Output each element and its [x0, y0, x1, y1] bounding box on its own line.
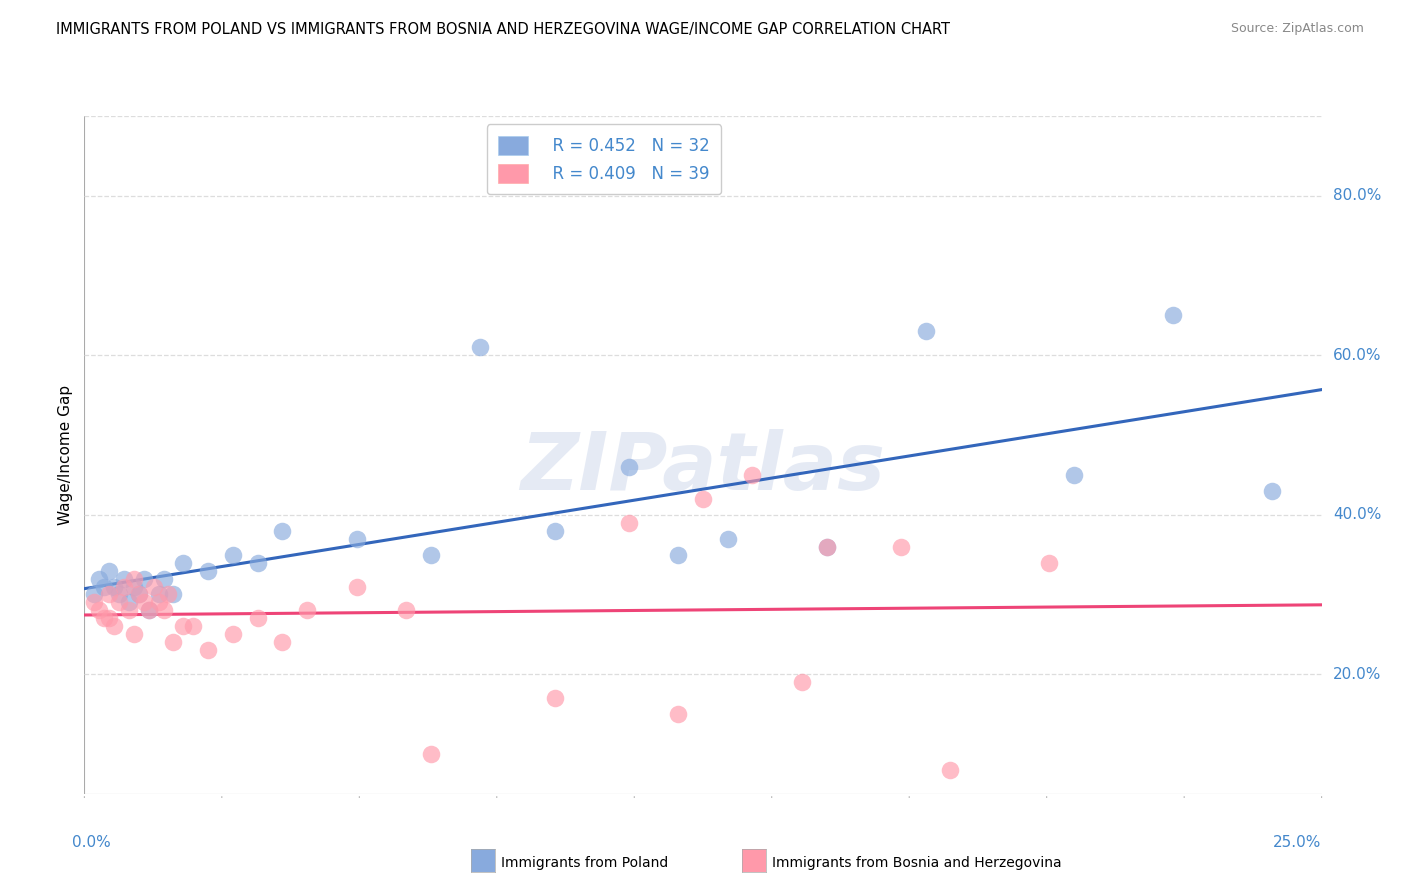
- Point: [118, 603, 141, 617]
- Point: [172, 619, 194, 633]
- Point: [162, 635, 184, 649]
- Point: [103, 580, 125, 594]
- Point: [1161, 309, 1184, 323]
- Point: [419, 747, 441, 761]
- Point: [1261, 483, 1284, 498]
- Point: [222, 627, 245, 641]
- Point: [122, 572, 145, 586]
- Point: [118, 595, 141, 609]
- Point: [914, 324, 936, 338]
- Point: [815, 540, 838, 554]
- Point: [1038, 556, 1060, 570]
- Point: [617, 516, 640, 530]
- Point: [666, 707, 689, 722]
- Text: 60.0%: 60.0%: [1333, 348, 1381, 363]
- Point: [98, 611, 121, 625]
- Text: 40.0%: 40.0%: [1333, 508, 1381, 522]
- Point: [222, 548, 245, 562]
- Point: [83, 595, 105, 609]
- Point: [543, 524, 565, 538]
- Point: [246, 556, 269, 570]
- Point: [83, 587, 105, 601]
- Point: [197, 643, 219, 657]
- Point: [132, 572, 155, 586]
- Point: [138, 603, 160, 617]
- Point: [271, 635, 294, 649]
- Point: [197, 564, 219, 578]
- Text: Source: ZipAtlas.com: Source: ZipAtlas.com: [1230, 22, 1364, 36]
- Text: Immigrants from Bosnia and Herzegovina: Immigrants from Bosnia and Herzegovina: [772, 856, 1062, 871]
- Point: [152, 603, 174, 617]
- Y-axis label: Wage/Income Gap: Wage/Income Gap: [58, 384, 73, 525]
- Point: [617, 459, 640, 474]
- Point: [157, 587, 180, 601]
- Point: [89, 603, 111, 617]
- Point: [93, 580, 115, 594]
- Point: [132, 595, 155, 609]
- Point: [128, 587, 150, 601]
- Point: [162, 587, 184, 601]
- Point: [98, 587, 121, 601]
- Text: 0.0%: 0.0%: [72, 835, 111, 849]
- Point: [295, 603, 318, 617]
- Point: [108, 587, 131, 601]
- Point: [148, 587, 170, 601]
- Point: [98, 564, 121, 578]
- Point: [122, 627, 145, 641]
- Point: [152, 572, 174, 586]
- Text: Immigrants from Poland: Immigrants from Poland: [501, 856, 668, 871]
- Point: [122, 580, 145, 594]
- Point: [172, 556, 194, 570]
- Point: [112, 580, 135, 594]
- Point: [89, 572, 111, 586]
- Point: [790, 675, 813, 690]
- Point: [815, 540, 838, 554]
- Point: [939, 763, 962, 777]
- Point: [666, 548, 689, 562]
- Point: [741, 467, 763, 482]
- Point: [346, 580, 368, 594]
- Text: ZIPatlas: ZIPatlas: [520, 429, 886, 508]
- Point: [112, 572, 135, 586]
- Point: [346, 532, 368, 546]
- Text: IMMIGRANTS FROM POLAND VS IMMIGRANTS FROM BOSNIA AND HERZEGOVINA WAGE/INCOME GAP: IMMIGRANTS FROM POLAND VS IMMIGRANTS FRO…: [56, 22, 950, 37]
- Point: [103, 619, 125, 633]
- Point: [692, 491, 714, 506]
- Point: [108, 595, 131, 609]
- Point: [128, 587, 150, 601]
- Text: 20.0%: 20.0%: [1333, 666, 1381, 681]
- Point: [148, 595, 170, 609]
- Point: [1063, 467, 1085, 482]
- Legend:   R = 0.452   N = 32,   R = 0.409   N = 39: R = 0.452 N = 32, R = 0.409 N = 39: [486, 124, 721, 194]
- Point: [138, 603, 160, 617]
- Text: 25.0%: 25.0%: [1274, 835, 1322, 849]
- Point: [543, 691, 565, 706]
- Point: [890, 540, 912, 554]
- Point: [470, 340, 492, 354]
- Text: 80.0%: 80.0%: [1333, 188, 1381, 203]
- Point: [181, 619, 204, 633]
- Point: [419, 548, 441, 562]
- Point: [246, 611, 269, 625]
- Point: [93, 611, 115, 625]
- Point: [717, 532, 740, 546]
- Point: [395, 603, 418, 617]
- Point: [271, 524, 294, 538]
- Point: [142, 580, 165, 594]
